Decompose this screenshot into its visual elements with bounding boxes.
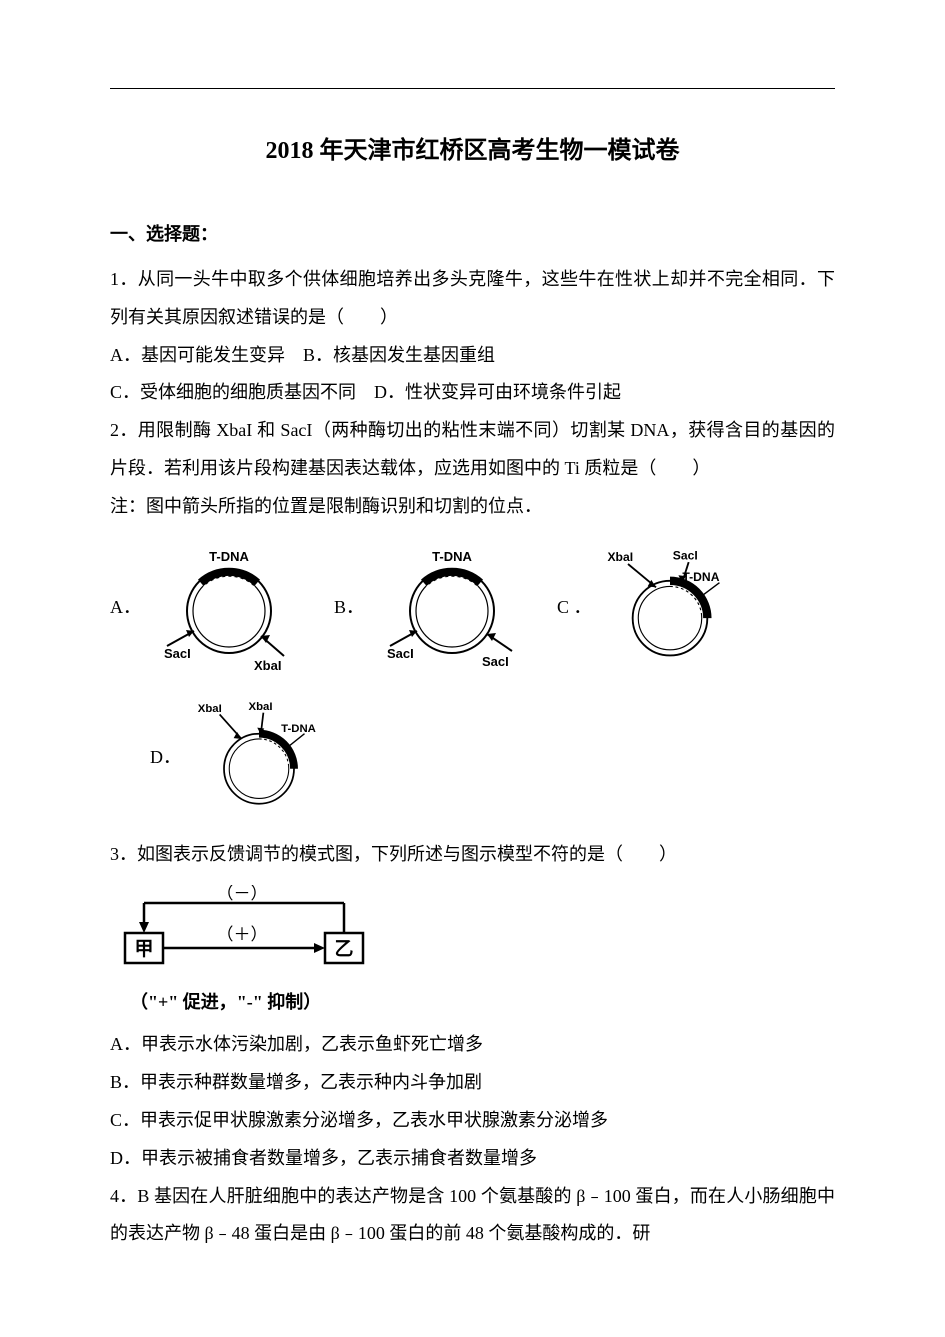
q3-option-c: C．甲表示促甲状腺激素分泌增多，乙表水甲状腺激素分泌增多	[110, 1102, 835, 1140]
plasmid-b-diagram: T-DNA SacI SacI	[372, 536, 532, 676]
q2-note: 注：图中箭头所指的位置是限制酶识别和切割的位点．	[110, 488, 835, 526]
header-rule	[110, 88, 835, 89]
q3-stem: 3．如图表示反馈调节的模式图，下列所述与图示模型不符的是（ ）	[110, 836, 835, 874]
q1-options-line1: A．基因可能发生变异 B．核基因发生基因重组	[110, 337, 835, 375]
q2-option-b-label: B．	[334, 593, 364, 619]
q1-options-line2: C．受体细胞的细胞质基因不同 D．性状变异可由环境条件引起	[110, 374, 835, 412]
q2-stem: 2．用限制酶 XbaI 和 SacI（两种酶切出的粘性末端不同）切割某 DNA，…	[110, 412, 835, 488]
q2-option-c-label: C ．	[557, 593, 592, 619]
page-title: 2018 年天津市红桥区高考生物一模试卷	[110, 130, 835, 165]
q2-option-a: A． T-DNA SacI XbaI	[110, 536, 309, 676]
plasmid-a-diagram: T-DNA SacI XbaI	[149, 536, 309, 676]
q2-option-c: C ． T-DNA XbaI SacI	[557, 541, 740, 671]
feedback-plus-label: （＋）	[217, 925, 268, 944]
plasmid-d-xbai-label1: XbaI	[198, 702, 222, 714]
q2-options-row1: A． T-DNA SacI XbaI B． T-DNA	[110, 536, 835, 676]
section-heading: 一、选择题：	[110, 220, 835, 246]
plasmid-c-diagram: T-DNA XbaI SacI	[600, 541, 740, 671]
plasmid-d-diagram: T-DNA XbaI XbaI	[189, 691, 329, 821]
plasmid-c-saci-label: SacI	[672, 548, 697, 562]
q2-option-a-label: A．	[110, 593, 141, 619]
q3-option-a: A．甲表示水体污染加剧，乙表示鱼虾死亡增多	[110, 1026, 835, 1064]
q2-option-d-row: D． T-DNA XbaI XbaI	[150, 691, 835, 821]
q3-option-d: D．甲表示被捕食者数量增多，乙表示捕食者数量增多	[110, 1140, 835, 1178]
plasmid-d-xbai-label2: XbaI	[249, 701, 273, 713]
q2-option-b: B． T-DNA SacI SacI	[334, 536, 532, 676]
feedback-minus-label: （－）	[217, 885, 268, 903]
plasmid-d-tdna-label: T-DNA	[281, 723, 316, 735]
plasmid-c-xbai-label: XbaI	[607, 550, 633, 564]
plasmid-a-xbai-label: XbaI	[254, 658, 281, 673]
feedback-box-right: 乙	[334, 939, 353, 960]
plasmid-b-tdna-label: T-DNA	[432, 549, 472, 564]
q2-option-d-label: D．	[150, 743, 181, 769]
plasmid-c-tdna-label: T-DNA	[682, 569, 719, 583]
q3-option-b: B．甲表示种群数量增多，乙表示种内斗争加剧	[110, 1064, 835, 1102]
q3-feedback-diagram: 甲 乙 （＋） （－）	[110, 885, 835, 980]
q1-stem: 1．从同一头牛中取多个供体细胞培养出多头克隆牛，这些牛在性状上却并不完全相同．下…	[110, 261, 835, 337]
plasmid-a-tdna-label: T-DNA	[209, 549, 249, 564]
feedback-box-left: 甲	[134, 939, 153, 960]
plasmid-a-saci-label: SacI	[164, 646, 191, 661]
plasmid-b-saci-label2: SacI	[482, 654, 509, 669]
plasmid-b-saci-label1: SacI	[387, 646, 414, 661]
q4-stem: 4．B 基因在人肝脏细胞中的表达产物是含 100 个氨基酸的 β﹣100 蛋白，…	[110, 1178, 835, 1254]
feedback-caption: （"+" 促进，"-" 抑制）	[130, 988, 835, 1014]
